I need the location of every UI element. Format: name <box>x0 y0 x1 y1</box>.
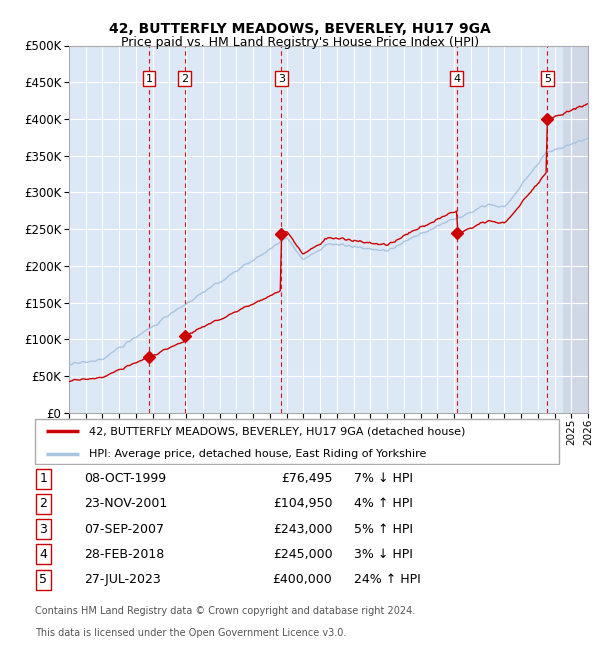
Text: 4% ↑ HPI: 4% ↑ HPI <box>354 497 413 510</box>
Text: £400,000: £400,000 <box>272 573 332 586</box>
Bar <box>563 46 588 413</box>
Text: 28-FEB-2018: 28-FEB-2018 <box>84 548 164 561</box>
Text: 08-OCT-1999: 08-OCT-1999 <box>84 472 166 485</box>
Text: 3% ↓ HPI: 3% ↓ HPI <box>354 548 413 561</box>
Text: This data is licensed under the Open Government Licence v3.0.: This data is licensed under the Open Gov… <box>35 628 347 638</box>
Text: 7% ↓ HPI: 7% ↓ HPI <box>354 472 413 485</box>
Text: £76,495: £76,495 <box>281 472 332 485</box>
Text: 3: 3 <box>40 523 47 536</box>
Text: Price paid vs. HM Land Registry's House Price Index (HPI): Price paid vs. HM Land Registry's House … <box>121 36 479 49</box>
Text: 5: 5 <box>544 73 551 84</box>
FancyBboxPatch shape <box>35 419 559 464</box>
Text: HPI: Average price, detached house, East Riding of Yorkshire: HPI: Average price, detached house, East… <box>89 448 427 458</box>
Text: £245,000: £245,000 <box>273 548 332 561</box>
Text: Contains HM Land Registry data © Crown copyright and database right 2024.: Contains HM Land Registry data © Crown c… <box>35 606 416 616</box>
Text: 23-NOV-2001: 23-NOV-2001 <box>84 497 167 510</box>
Text: 4: 4 <box>40 548 47 561</box>
Text: 2: 2 <box>181 73 188 84</box>
Text: 5: 5 <box>40 573 47 586</box>
Text: 27-JUL-2023: 27-JUL-2023 <box>84 573 161 586</box>
Text: 4: 4 <box>453 73 460 84</box>
Text: 3: 3 <box>278 73 285 84</box>
Text: 42, BUTTERFLY MEADOWS, BEVERLEY, HU17 9GA: 42, BUTTERFLY MEADOWS, BEVERLEY, HU17 9G… <box>109 22 491 36</box>
Text: £104,950: £104,950 <box>273 497 332 510</box>
Text: £243,000: £243,000 <box>273 523 332 536</box>
Text: 1: 1 <box>145 73 152 84</box>
Text: 5% ↑ HPI: 5% ↑ HPI <box>354 523 413 536</box>
Text: 07-SEP-2007: 07-SEP-2007 <box>84 523 164 536</box>
Bar <box>563 46 588 413</box>
Text: 1: 1 <box>40 472 47 485</box>
Text: 42, BUTTERFLY MEADOWS, BEVERLEY, HU17 9GA (detached house): 42, BUTTERFLY MEADOWS, BEVERLEY, HU17 9G… <box>89 426 466 436</box>
Text: 24% ↑ HPI: 24% ↑ HPI <box>354 573 421 586</box>
Text: 2: 2 <box>40 497 47 510</box>
